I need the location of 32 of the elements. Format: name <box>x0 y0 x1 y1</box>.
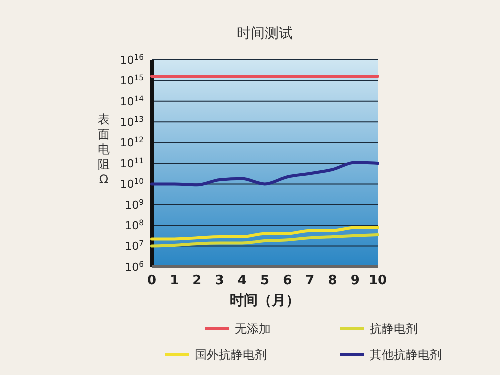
x-tick-label: 7 <box>306 273 315 288</box>
x-tick-label: 5 <box>260 273 270 288</box>
line-series <box>150 161 380 187</box>
y-tick-label: 10$^{9}$ <box>125 197 144 212</box>
legend-label: 其他抗静电剂 <box>370 348 442 362</box>
x-tick-label: 10 <box>368 273 388 288</box>
x-tick-label: 2 <box>192 273 202 288</box>
x-tick-label: 4 <box>238 273 247 288</box>
x-axis-title: 时间（月） <box>230 293 300 309</box>
legend-label: 抗静电剂 <box>370 322 418 336</box>
y-tick-label: 10$^{13}$ <box>120 114 144 129</box>
x-tick-label: 3 <box>215 273 224 288</box>
y-tick-label: 10$^{8}$ <box>125 218 144 232</box>
y-tick-label: 10$^{12}$ <box>120 135 144 150</box>
y-tick-label: 10$^{6}$ <box>125 259 144 274</box>
chart-title: 时间测试 <box>237 26 293 42</box>
y-tick-label: 10$^{10}$ <box>120 176 144 192</box>
y-tick-label: 10$^{15}$ <box>120 73 144 88</box>
y-axis-title: 表面电阻Ω <box>98 112 110 186</box>
y-tick-label: 10$^{16}$ <box>120 52 144 67</box>
x-tick-label: 9 <box>350 273 360 288</box>
x-tick-label: 8 <box>328 273 338 288</box>
legend-label: 国外抗静电剂 <box>195 348 267 362</box>
x-tick-label: 6 <box>283 273 292 288</box>
legend-label: 无添加 <box>235 322 271 336</box>
y-tick-label: 10$^{7}$ <box>125 238 144 254</box>
line-series <box>150 226 380 241</box>
line-series <box>150 234 380 248</box>
y-tick-label: 10$^{11}$ <box>120 156 144 170</box>
x-tick-label: 1 <box>170 273 180 288</box>
x-tick-label: 0 <box>147 273 157 288</box>
y-tick-label: 10$^{14}$ <box>120 94 144 108</box>
